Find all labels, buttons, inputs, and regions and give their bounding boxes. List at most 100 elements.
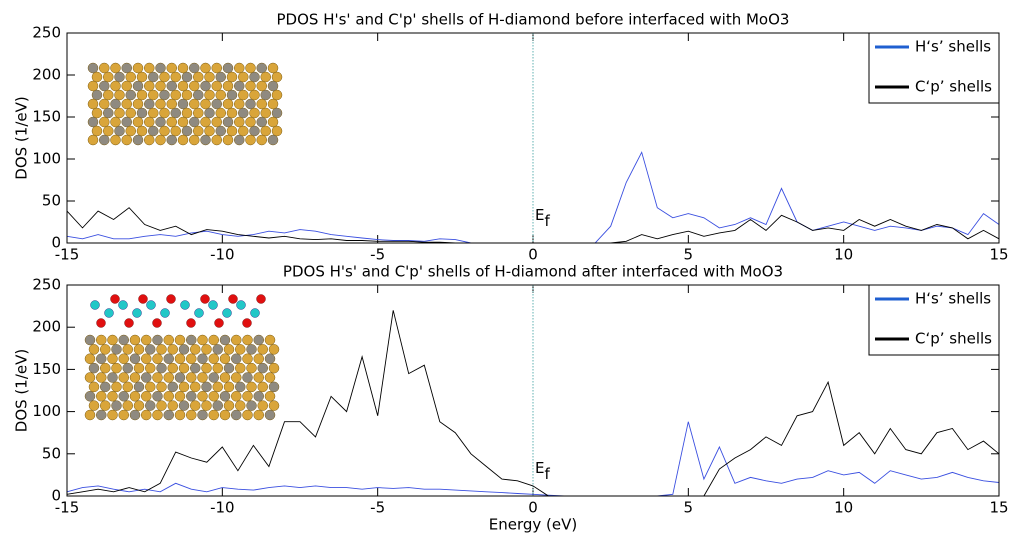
atom [258,344,268,354]
atom [182,108,192,118]
atom [137,126,147,136]
atom [261,126,271,136]
atom [88,135,98,145]
x-tick-label: -15 [55,246,80,264]
atom [103,72,113,82]
fermi-label-sub: f [544,465,550,483]
atom [193,108,203,118]
atom [254,373,264,383]
atom [153,354,163,364]
atom [92,126,102,136]
y-tick-label: 200 [32,66,61,84]
atom [85,335,95,345]
atom [112,363,122,373]
atom [209,410,219,420]
atom [88,117,98,127]
atom [144,81,154,91]
atom [160,72,170,82]
atom [269,401,279,411]
fermi-label: Ef [535,459,550,483]
atom [108,410,118,420]
atom [212,81,222,91]
legend-label: C‘p’ shells [915,78,992,96]
atom [164,410,174,420]
atom [148,90,158,100]
atom [268,135,278,145]
atom [171,126,181,136]
atom [171,90,181,100]
atom [99,99,109,109]
atom [201,295,210,304]
atom [212,117,222,127]
atom [179,382,189,392]
atom [234,99,244,109]
atom [186,410,196,420]
atom [160,126,170,136]
atom [223,117,233,127]
y-axis-label: DOS (1/eV) [13,96,31,179]
atom [258,401,268,411]
atom [216,90,226,100]
atom [189,81,199,91]
atom [100,363,110,373]
atom [137,108,147,118]
atom [178,117,188,127]
atom [115,108,125,118]
atom [144,117,154,127]
atom [179,401,189,411]
atom [201,117,211,127]
y-tick-label: 250 [32,24,61,42]
atom [246,99,256,109]
atom [123,401,133,411]
atom [227,108,237,118]
atom [182,90,192,100]
atom [134,363,144,373]
atom [111,295,120,304]
atom [122,81,132,91]
atom [122,135,132,145]
atom [126,72,136,82]
x-tick-label: 15 [989,499,1008,517]
atom [141,354,151,364]
atom [144,63,154,73]
atom [160,90,170,100]
atom [213,401,223,411]
atom [238,72,248,82]
atom [265,391,275,401]
figure: PDOS H's' and C'p' shells of H-diamond b… [0,0,1012,536]
atom [160,108,170,118]
atom [175,354,185,364]
atom [96,354,106,364]
atom [224,363,234,373]
atom [99,117,109,127]
atom [250,90,260,100]
fermi-label-main: E [535,206,544,224]
atom [137,90,147,100]
x-tick-label: -5 [370,499,385,517]
atom [231,391,241,401]
atom [269,382,279,392]
atom [130,373,140,383]
atom [111,99,121,109]
atom [130,410,140,420]
atom [179,344,189,354]
atom [251,309,260,318]
y-tick-label: 200 [32,318,61,336]
atom [92,72,102,82]
atom [243,410,253,420]
atom [100,401,110,411]
atom [178,63,188,73]
atom [243,373,253,383]
atom [190,363,200,373]
atom [133,99,143,109]
atom [272,90,282,100]
atom [141,373,151,383]
atom [187,319,196,328]
atom [145,344,155,354]
atom [88,81,98,91]
atom [261,90,271,100]
atom [202,382,212,392]
atom [212,63,222,73]
atom [157,344,167,354]
atom [168,401,178,411]
